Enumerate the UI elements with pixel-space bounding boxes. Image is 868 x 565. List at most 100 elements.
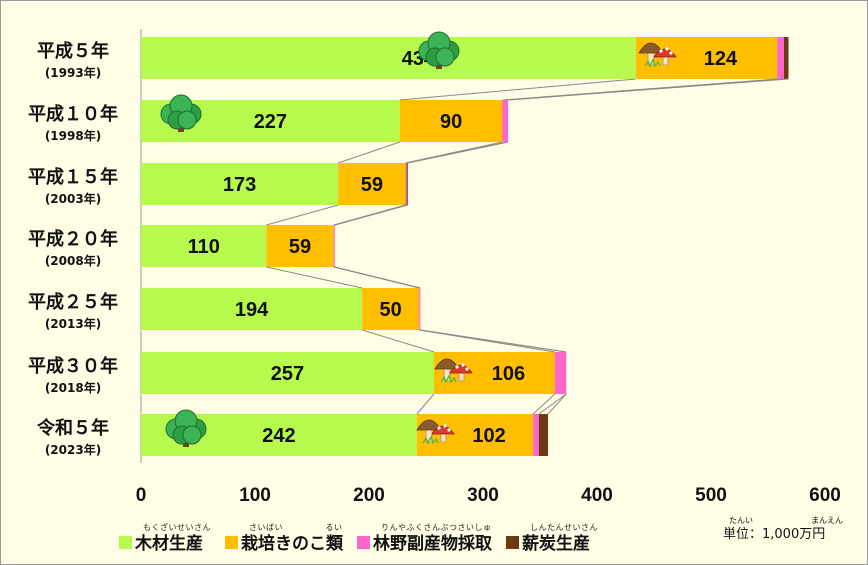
connector-line	[416, 393, 435, 415]
bar-segment	[502, 100, 509, 142]
bar-segment	[783, 37, 789, 79]
bar-segment	[362, 288, 420, 330]
connector-line	[266, 204, 339, 226]
bar-segment	[777, 37, 784, 79]
unit-ruby-2: まんえん	[811, 516, 843, 525]
category-label: 令和５年	[36, 417, 109, 439]
legend-label: 薪炭生産	[522, 534, 590, 554]
mushroom-icon	[638, 42, 677, 68]
value-label: 124	[704, 48, 738, 70]
connector-line	[399, 78, 636, 101]
grass	[422, 435, 439, 445]
legend-item: りんやふくさんぶつさいしゅ林野副産物採取	[357, 523, 492, 555]
legend-ruby: しんたんせいさん	[530, 523, 598, 532]
legend: もくざいせいさん 木材生産 さいばい るい 栽培きのこ類 りんやふくさんぶつさいしゅ 林野…	[119, 511, 598, 555]
category-label: 平成１５年	[28, 166, 118, 188]
tree-foliage	[177, 110, 197, 130]
mushroom-icon	[434, 358, 473, 384]
tree-icon	[160, 94, 202, 132]
bar-segment	[333, 225, 335, 267]
bar-segment	[141, 225, 267, 267]
grass	[440, 374, 457, 384]
legend-label: 木材生産	[135, 534, 203, 554]
connector-line	[334, 266, 421, 289]
mushroom-icon	[416, 419, 455, 445]
mushroom-spot	[447, 428, 451, 432]
value-label: 59	[361, 174, 383, 196]
bar-segment	[538, 414, 548, 456]
mushroom-spot	[461, 363, 465, 367]
bar-segment	[406, 163, 408, 205]
category-label: 平成１０年	[28, 103, 118, 125]
connector-line	[362, 329, 435, 353]
legend-item: しんたんせいさん薪炭生産	[506, 523, 598, 555]
x-tick-label: 200	[353, 485, 385, 506]
x-tick-label: 600	[809, 485, 841, 506]
mushroom-spot	[669, 51, 673, 55]
category-year-label: (1998年)	[45, 128, 101, 143]
category-year-label: (2023年)	[45, 442, 101, 457]
category-year-label: (2013年)	[45, 316, 101, 331]
value-label: 227	[254, 111, 287, 133]
legend-swatch	[119, 536, 132, 549]
bar-segment	[405, 163, 407, 205]
bar-segment	[635, 37, 778, 79]
value-label: 242	[262, 425, 295, 447]
connector-line	[532, 393, 556, 415]
legend-ruby: さいばい るい	[249, 523, 343, 532]
value-label: 257	[271, 363, 304, 385]
category-label: 平成２５年	[28, 291, 118, 313]
value-label: 59	[289, 236, 311, 258]
stacked-bar-chart: 平成５年 (1993年) 平成１０年 (1998年) 平成１５年 (2003年) 平成２０年…	[28, 29, 841, 506]
connector-line	[538, 393, 567, 415]
bar-segment	[338, 163, 406, 205]
connector-line	[420, 329, 567, 353]
x-tick-label: 300	[467, 485, 499, 506]
category-year-label: (2018年)	[45, 380, 101, 395]
bar-segment	[141, 37, 636, 79]
bar-segment	[141, 288, 363, 330]
x-tick-label: 400	[581, 485, 613, 506]
tree-foliage	[182, 425, 202, 445]
mushroom-spot	[437, 426, 441, 430]
legend-ruby: もくざいせいさん	[143, 523, 211, 532]
bar-segment	[141, 163, 339, 205]
legend-swatch	[357, 536, 370, 549]
legend-ruby: りんやふくさんぶつさいしゅ	[381, 523, 492, 532]
bar-segment	[416, 414, 534, 456]
bar-segment	[399, 100, 503, 142]
connector-line	[508, 78, 789, 101]
bar-segment	[554, 352, 567, 394]
connector-line	[266, 266, 363, 289]
bar-segment	[266, 225, 334, 267]
legend-label: 林野副産物採取	[373, 534, 492, 554]
connector-line	[338, 141, 400, 164]
category-year-label: (2008年)	[45, 253, 101, 268]
category-label: 平成３０年	[28, 355, 118, 377]
legend-label: 栽培きのこ類	[241, 534, 343, 554]
tree-icon	[165, 409, 207, 447]
legend-item: もくざいせいさん木材生産	[119, 523, 211, 555]
mushroom-spot	[659, 49, 663, 53]
value-label: 102	[472, 425, 505, 447]
value-label: 110	[188, 236, 220, 258]
bar-segment	[419, 288, 421, 330]
connector-line	[407, 141, 509, 164]
connector-line	[334, 204, 408, 226]
value-label: 90	[440, 111, 462, 133]
value-label: 50	[380, 299, 402, 321]
value-label: 106	[492, 363, 525, 385]
mushroom-spot	[455, 365, 459, 369]
mushroom-spot	[665, 47, 669, 51]
unit-text: 単位：1,000万円	[723, 527, 826, 542]
category-year-label: (1993年)	[45, 65, 101, 80]
grass	[644, 58, 661, 68]
mushroom-spot	[465, 367, 469, 371]
bar-segment	[141, 352, 434, 394]
x-tick-label: 0	[136, 485, 147, 506]
value-label: 173	[223, 174, 256, 196]
legend-swatch	[506, 536, 519, 549]
tree-foliage	[435, 47, 455, 67]
connector-line	[547, 393, 567, 415]
